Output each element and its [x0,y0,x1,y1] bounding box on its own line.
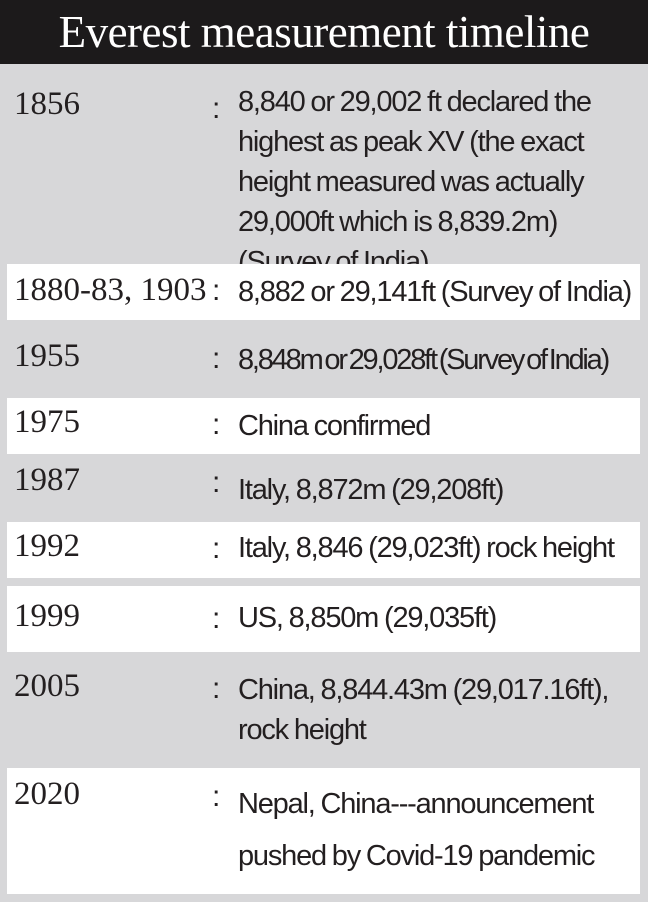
row-description: 8,840 or 29,002 ft declared the highest … [238,86,592,278]
timeline-row-1880-83-1903: 1880-83, 1903 : 8,882 or 29,141ft (Surve… [7,264,640,320]
row-year: 2005 [14,668,80,704]
row-colon: : [212,602,221,635]
timeline-row-1987: 1987 : Italy, 8,872m (29,208ft) [7,462,640,514]
row-year: 1955 [14,338,80,374]
row-description: Italy, 8,872m (29,208ft) [238,474,504,506]
timeline-row-1999: 1999 : US, 8,850m (29,035ft) [7,586,640,652]
row-description: China, 8,844.43m (29,017.16ft), rock hei… [238,674,609,746]
row-colon: : [212,408,221,441]
row-year: 1987 [14,462,80,498]
row-description: China confirmed [238,410,431,442]
row-description: US, 8,850m (29,035ft) [238,602,497,634]
row-description: Nepal, China---announcement pushed by Co… [238,788,596,872]
row-colon: : [212,274,221,307]
row-year: 1856 [14,86,80,122]
row-colon: : [212,92,221,125]
timeline-row-1856: 1856 : 8,840 or 29,002 ft declared the h… [7,72,640,278]
row-description: 8,848m or 29,028ft (Survey of India) [238,344,610,376]
row-colon: : [212,780,221,813]
timeline-row-2005: 2005 : China, 8,844.43m (29,017.16ft), r… [7,660,640,760]
row-description: 8,882 or 29,141ft (Survey of India) [238,276,632,308]
row-colon: : [212,466,221,499]
row-colon: : [212,672,221,705]
timeline-title: Everest measurement timeline [0,0,648,64]
row-year: 1880-83, 1903 [14,272,207,308]
timeline-row-1992: 1992 : Italy, 8,846 (29,023ft) rock heig… [7,522,640,578]
row-colon: : [212,342,221,375]
timeline-row-1975: 1975 : China confirmed [7,398,640,454]
row-colon: : [212,532,221,565]
row-year: 2020 [14,776,80,812]
row-year: 1999 [14,598,80,634]
row-description: Italy, 8,846 (29,023ft) rock height [238,532,615,564]
row-year: 1975 [14,404,80,440]
timeline-row-1955: 1955 : 8,848m or 29,028ft (Survey of Ind… [7,328,640,390]
timeline-row-2020: 2020 : Nepal, China---announcement pushe… [7,768,640,894]
row-year: 1992 [14,528,80,564]
